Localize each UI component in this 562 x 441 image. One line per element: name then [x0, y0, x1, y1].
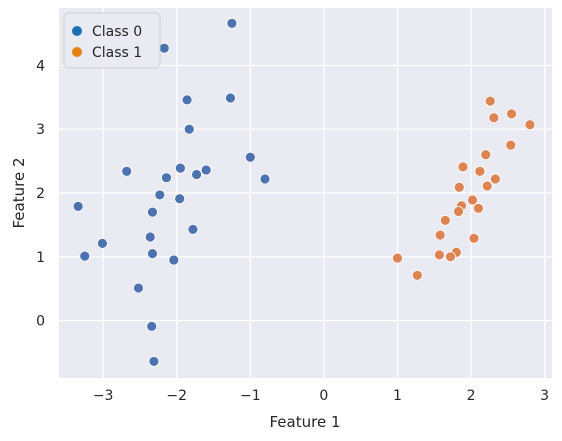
- data-point: [505, 139, 517, 151]
- y-tick-label: 0: [36, 314, 45, 330]
- y-tick-label: 4: [36, 58, 45, 74]
- x-tick-label: −2: [166, 388, 187, 404]
- data-point: [244, 151, 256, 163]
- data-point: [453, 181, 465, 193]
- data-point: [524, 119, 536, 131]
- x-tick-labels: −3 −2 −1 0 1 2 3: [93, 388, 549, 404]
- x-axis-title: Feature 1: [270, 413, 341, 431]
- data-point: [474, 165, 486, 177]
- data-point: [481, 180, 493, 192]
- legend-marker: [72, 26, 82, 36]
- data-point: [439, 215, 451, 226]
- y-tick-labels: 0 1 2 3 4: [36, 58, 45, 329]
- data-point: [79, 250, 91, 262]
- data-point: [488, 112, 500, 124]
- data-point: [187, 223, 199, 235]
- data-point: [457, 161, 469, 173]
- data-points: [72, 17, 536, 367]
- x-tick-label: 1: [393, 388, 402, 404]
- legend-label: Class 0: [92, 24, 142, 40]
- data-point: [484, 95, 496, 107]
- data-point: [434, 229, 446, 241]
- data-point: [147, 248, 158, 260]
- data-point: [434, 249, 445, 261]
- data-point: [468, 232, 480, 244]
- data-point: [121, 165, 133, 177]
- data-point: [147, 206, 158, 218]
- data-point: [473, 202, 484, 214]
- data-point: [226, 17, 238, 29]
- data-point: [411, 269, 423, 281]
- legend-label: Class 1: [92, 45, 142, 61]
- grid-lines: [59, 8, 552, 378]
- data-point: [506, 108, 517, 120]
- y-tick-label: 3: [36, 122, 45, 138]
- x-tick-label: 2: [467, 388, 476, 404]
- data-point: [200, 164, 212, 176]
- legend-marker: [72, 47, 82, 57]
- data-point: [392, 252, 403, 264]
- x-tick-label: 0: [319, 388, 328, 404]
- x-tick-label: −1: [240, 388, 261, 404]
- data-point: [154, 189, 166, 201]
- data-point: [181, 94, 193, 106]
- legend: Class 0 Class 1: [63, 12, 161, 69]
- x-tick-label: −3: [93, 388, 114, 404]
- data-point: [144, 231, 156, 243]
- data-point: [72, 200, 84, 212]
- data-point: [191, 169, 202, 180]
- data-point: [97, 237, 108, 249]
- data-point: [158, 42, 170, 54]
- data-point: [445, 251, 456, 263]
- data-point: [225, 92, 236, 104]
- data-point: [489, 173, 501, 185]
- data-point: [183, 123, 195, 135]
- data-point: [148, 356, 160, 367]
- data-point: [133, 282, 144, 294]
- data-point: [146, 320, 158, 332]
- data-point: [168, 254, 180, 266]
- data-point: [259, 173, 271, 185]
- data-point: [480, 149, 492, 161]
- data-point: [453, 206, 464, 217]
- x-tick-label: 3: [540, 388, 549, 404]
- data-point: [174, 193, 186, 205]
- y-tick-label: 2: [36, 186, 45, 202]
- y-axis-title: Feature 2: [10, 158, 28, 229]
- legend-box: [63, 12, 161, 69]
- y-tick-label: 1: [36, 250, 45, 266]
- data-point: [161, 172, 172, 184]
- data-point: [175, 162, 186, 174]
- data-point: [467, 194, 478, 206]
